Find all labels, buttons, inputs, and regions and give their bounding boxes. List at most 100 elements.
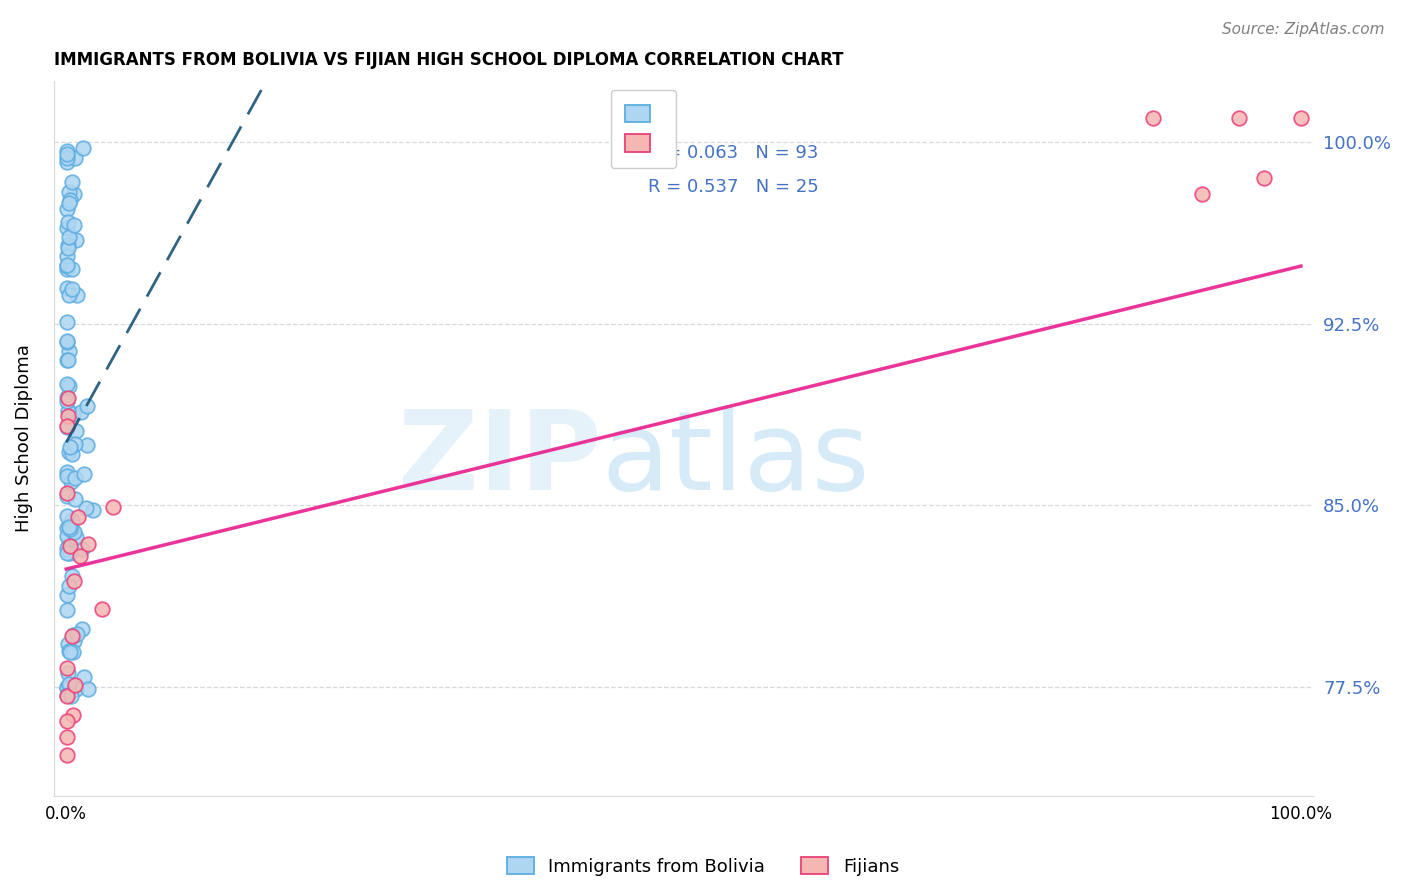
Point <box>56 680 79 694</box>
Point <box>56 334 79 349</box>
Point <box>56 258 79 272</box>
Point <box>65 491 87 506</box>
Point <box>56 529 79 543</box>
Point <box>58 215 80 229</box>
Point <box>72 141 94 155</box>
Point <box>73 467 96 482</box>
Point <box>58 644 80 658</box>
Point <box>56 353 79 368</box>
Point <box>56 390 79 404</box>
Point <box>56 603 79 617</box>
Point <box>58 352 80 367</box>
Point <box>59 539 82 553</box>
Point <box>56 241 79 255</box>
Text: Source: ZipAtlas.com: Source: ZipAtlas.com <box>1222 22 1385 37</box>
Point <box>60 629 83 643</box>
Point <box>69 549 91 563</box>
Point <box>56 151 79 165</box>
Point <box>63 574 86 589</box>
Text: ZIP: ZIP <box>398 407 602 514</box>
Point <box>56 202 79 216</box>
Point <box>62 512 84 526</box>
Point <box>56 334 79 349</box>
Point <box>63 471 86 485</box>
Text: R = 0.537   N = 25: R = 0.537 N = 25 <box>648 178 820 196</box>
Point <box>58 287 80 301</box>
Point <box>76 438 98 452</box>
Point <box>103 500 125 515</box>
Point <box>56 154 79 169</box>
Point <box>62 645 84 659</box>
Point <box>56 468 79 483</box>
Point <box>91 601 114 615</box>
Point <box>70 541 93 556</box>
Point <box>1142 111 1164 125</box>
Point <box>56 541 79 556</box>
Point <box>62 628 84 642</box>
Point <box>58 522 80 536</box>
Point <box>58 537 80 551</box>
Text: R = 0.063   N = 93: R = 0.063 N = 93 <box>648 144 818 161</box>
Point <box>58 579 80 593</box>
Point <box>56 409 79 423</box>
Point <box>59 193 82 207</box>
Point <box>63 634 86 648</box>
Point <box>56 145 79 159</box>
Point <box>1227 111 1250 125</box>
Point <box>65 424 87 438</box>
Point <box>56 490 79 504</box>
Point <box>56 262 79 277</box>
Point <box>65 233 87 247</box>
Point <box>56 521 79 535</box>
Point <box>63 436 86 450</box>
Point <box>62 407 84 421</box>
Text: IMMIGRANTS FROM BOLIVIA VS FIJIAN HIGH SCHOOL DIPLOMA CORRELATION CHART: IMMIGRANTS FROM BOLIVIA VS FIJIAN HIGH S… <box>53 51 844 69</box>
Point <box>58 677 80 691</box>
Point <box>58 404 80 418</box>
Point <box>56 281 79 295</box>
Point <box>60 523 83 537</box>
Point <box>82 503 104 517</box>
Point <box>56 666 79 681</box>
Point <box>56 730 79 744</box>
Point <box>75 500 97 515</box>
Point <box>58 196 80 211</box>
Legend: Immigrants from Bolivia, Fijians: Immigrants from Bolivia, Fijians <box>499 850 907 883</box>
Point <box>1191 187 1213 202</box>
Point <box>59 546 82 560</box>
Point <box>56 249 79 263</box>
Point <box>56 714 79 729</box>
Point <box>56 486 79 500</box>
Legend: , : , <box>610 90 676 168</box>
Point <box>59 645 82 659</box>
Point <box>59 475 82 490</box>
Point <box>56 690 79 704</box>
Point <box>63 151 86 165</box>
Point <box>77 681 100 696</box>
Point <box>56 420 79 434</box>
Point <box>63 218 86 232</box>
Point <box>62 708 84 723</box>
Point <box>56 813 79 827</box>
Point <box>56 509 79 524</box>
Point <box>56 147 79 161</box>
Point <box>65 530 87 544</box>
Point <box>58 344 80 359</box>
Point <box>56 315 79 329</box>
Point <box>60 282 83 296</box>
Point <box>58 519 80 533</box>
Point <box>56 546 79 560</box>
Point <box>56 681 79 695</box>
Point <box>56 393 79 408</box>
Point <box>56 419 79 434</box>
Point <box>67 510 90 524</box>
Point <box>56 588 79 602</box>
Point <box>56 376 79 391</box>
Point <box>56 392 79 406</box>
Point <box>56 465 79 479</box>
Point <box>66 288 89 302</box>
Point <box>62 524 84 539</box>
Point <box>65 681 87 696</box>
Point <box>56 660 79 674</box>
Point <box>72 622 94 636</box>
